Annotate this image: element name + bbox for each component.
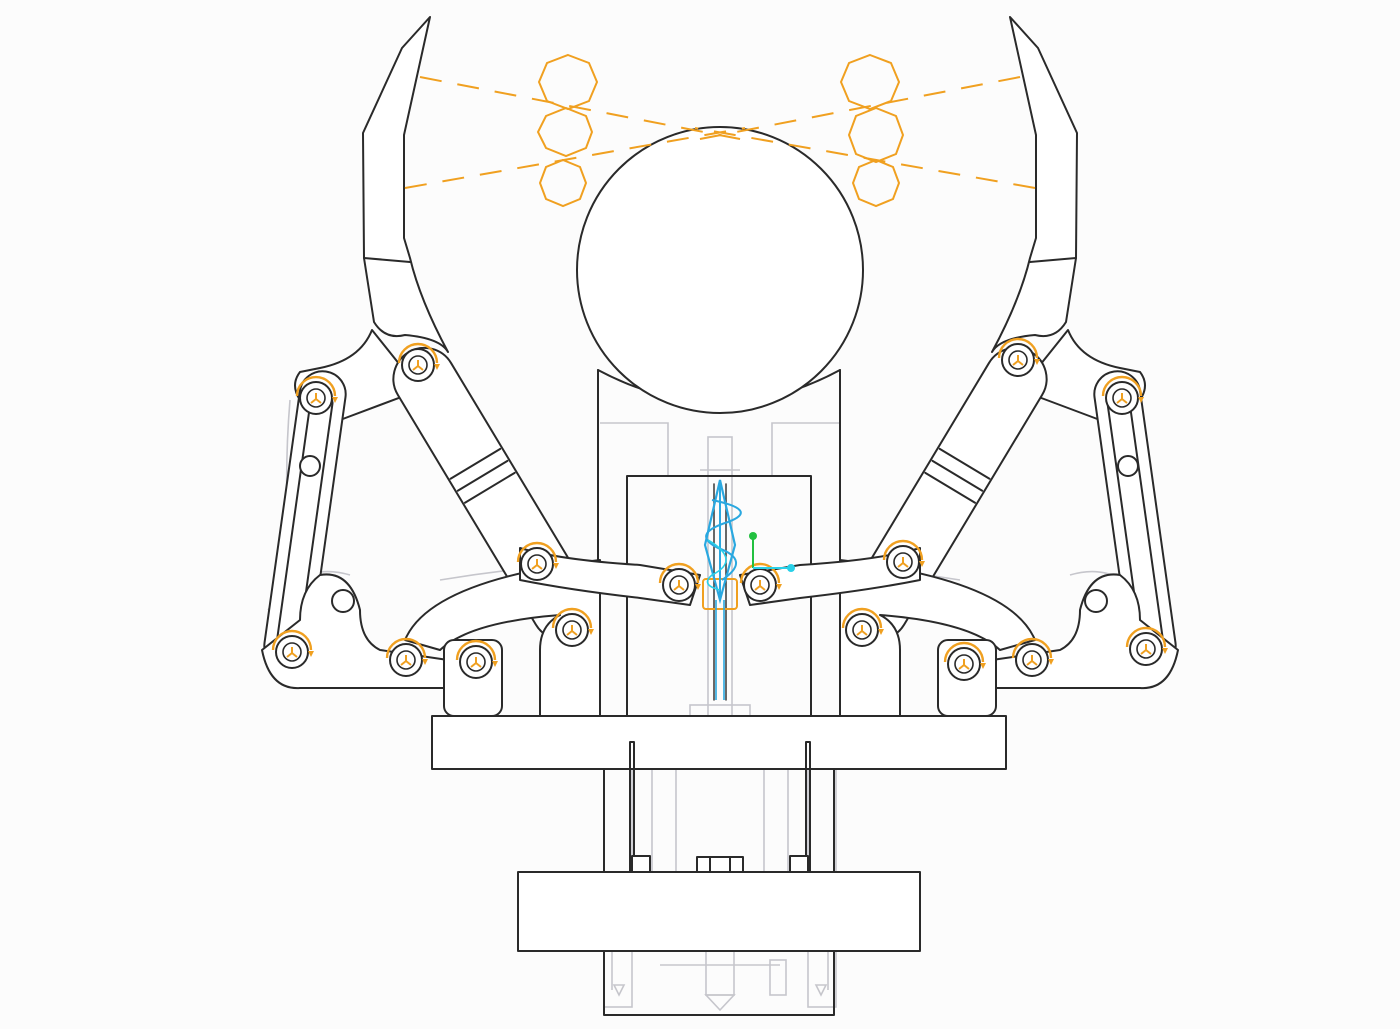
revolute-joint-icon[interactable]: [385, 637, 428, 677]
revolute-joint-icon[interactable]: [295, 375, 338, 415]
revolute-joint-icon[interactable]: [1125, 626, 1168, 666]
pin-holes: [299, 455, 1139, 613]
revolute-joint-icon[interactable]: [882, 539, 925, 579]
left-bracket[interactable]: [404, 559, 601, 717]
revolute-joint-icon[interactable]: [658, 562, 701, 602]
revolute-joint-icon[interactable]: [997, 337, 1040, 377]
revolute-joint-icon[interactable]: [271, 629, 314, 669]
left-nut: [631, 855, 651, 873]
center-hex-nut: [696, 856, 744, 873]
right-bracket[interactable]: [839, 559, 1036, 717]
lower-housing: [603, 950, 835, 1016]
revolute-joint-icon[interactable]: [516, 541, 559, 581]
right-center-link[interactable]: [739, 547, 921, 606]
revolute-joint-icon[interactable]: [397, 342, 440, 382]
revolute-joint-icon[interactable]: [841, 607, 884, 647]
base-assembly[interactable]: [431, 715, 1007, 1016]
revolute-joint-icon[interactable]: [1011, 637, 1054, 677]
jaw-trajectory-markers: [404, 53, 1036, 208]
target-sphere[interactable]: [576, 126, 864, 414]
revolute-joint-icon[interactable]: [1101, 375, 1144, 415]
revolute-joint-icon[interactable]: [943, 641, 986, 681]
lead-screw-indicator: [703, 479, 742, 700]
coordinate-axes-icon[interactable]: [749, 532, 795, 572]
revolute-joints[interactable]: [271, 337, 1168, 681]
right-nut: [789, 855, 809, 873]
lower-flange[interactable]: [517, 871, 921, 952]
revolute-joint-icon[interactable]: [455, 639, 498, 679]
upper-base-plate[interactable]: [431, 715, 1007, 770]
left-jaw[interactable]: [362, 16, 449, 353]
right-jaw[interactable]: [991, 16, 1078, 353]
revolute-joint-icon[interactable]: [551, 607, 594, 647]
